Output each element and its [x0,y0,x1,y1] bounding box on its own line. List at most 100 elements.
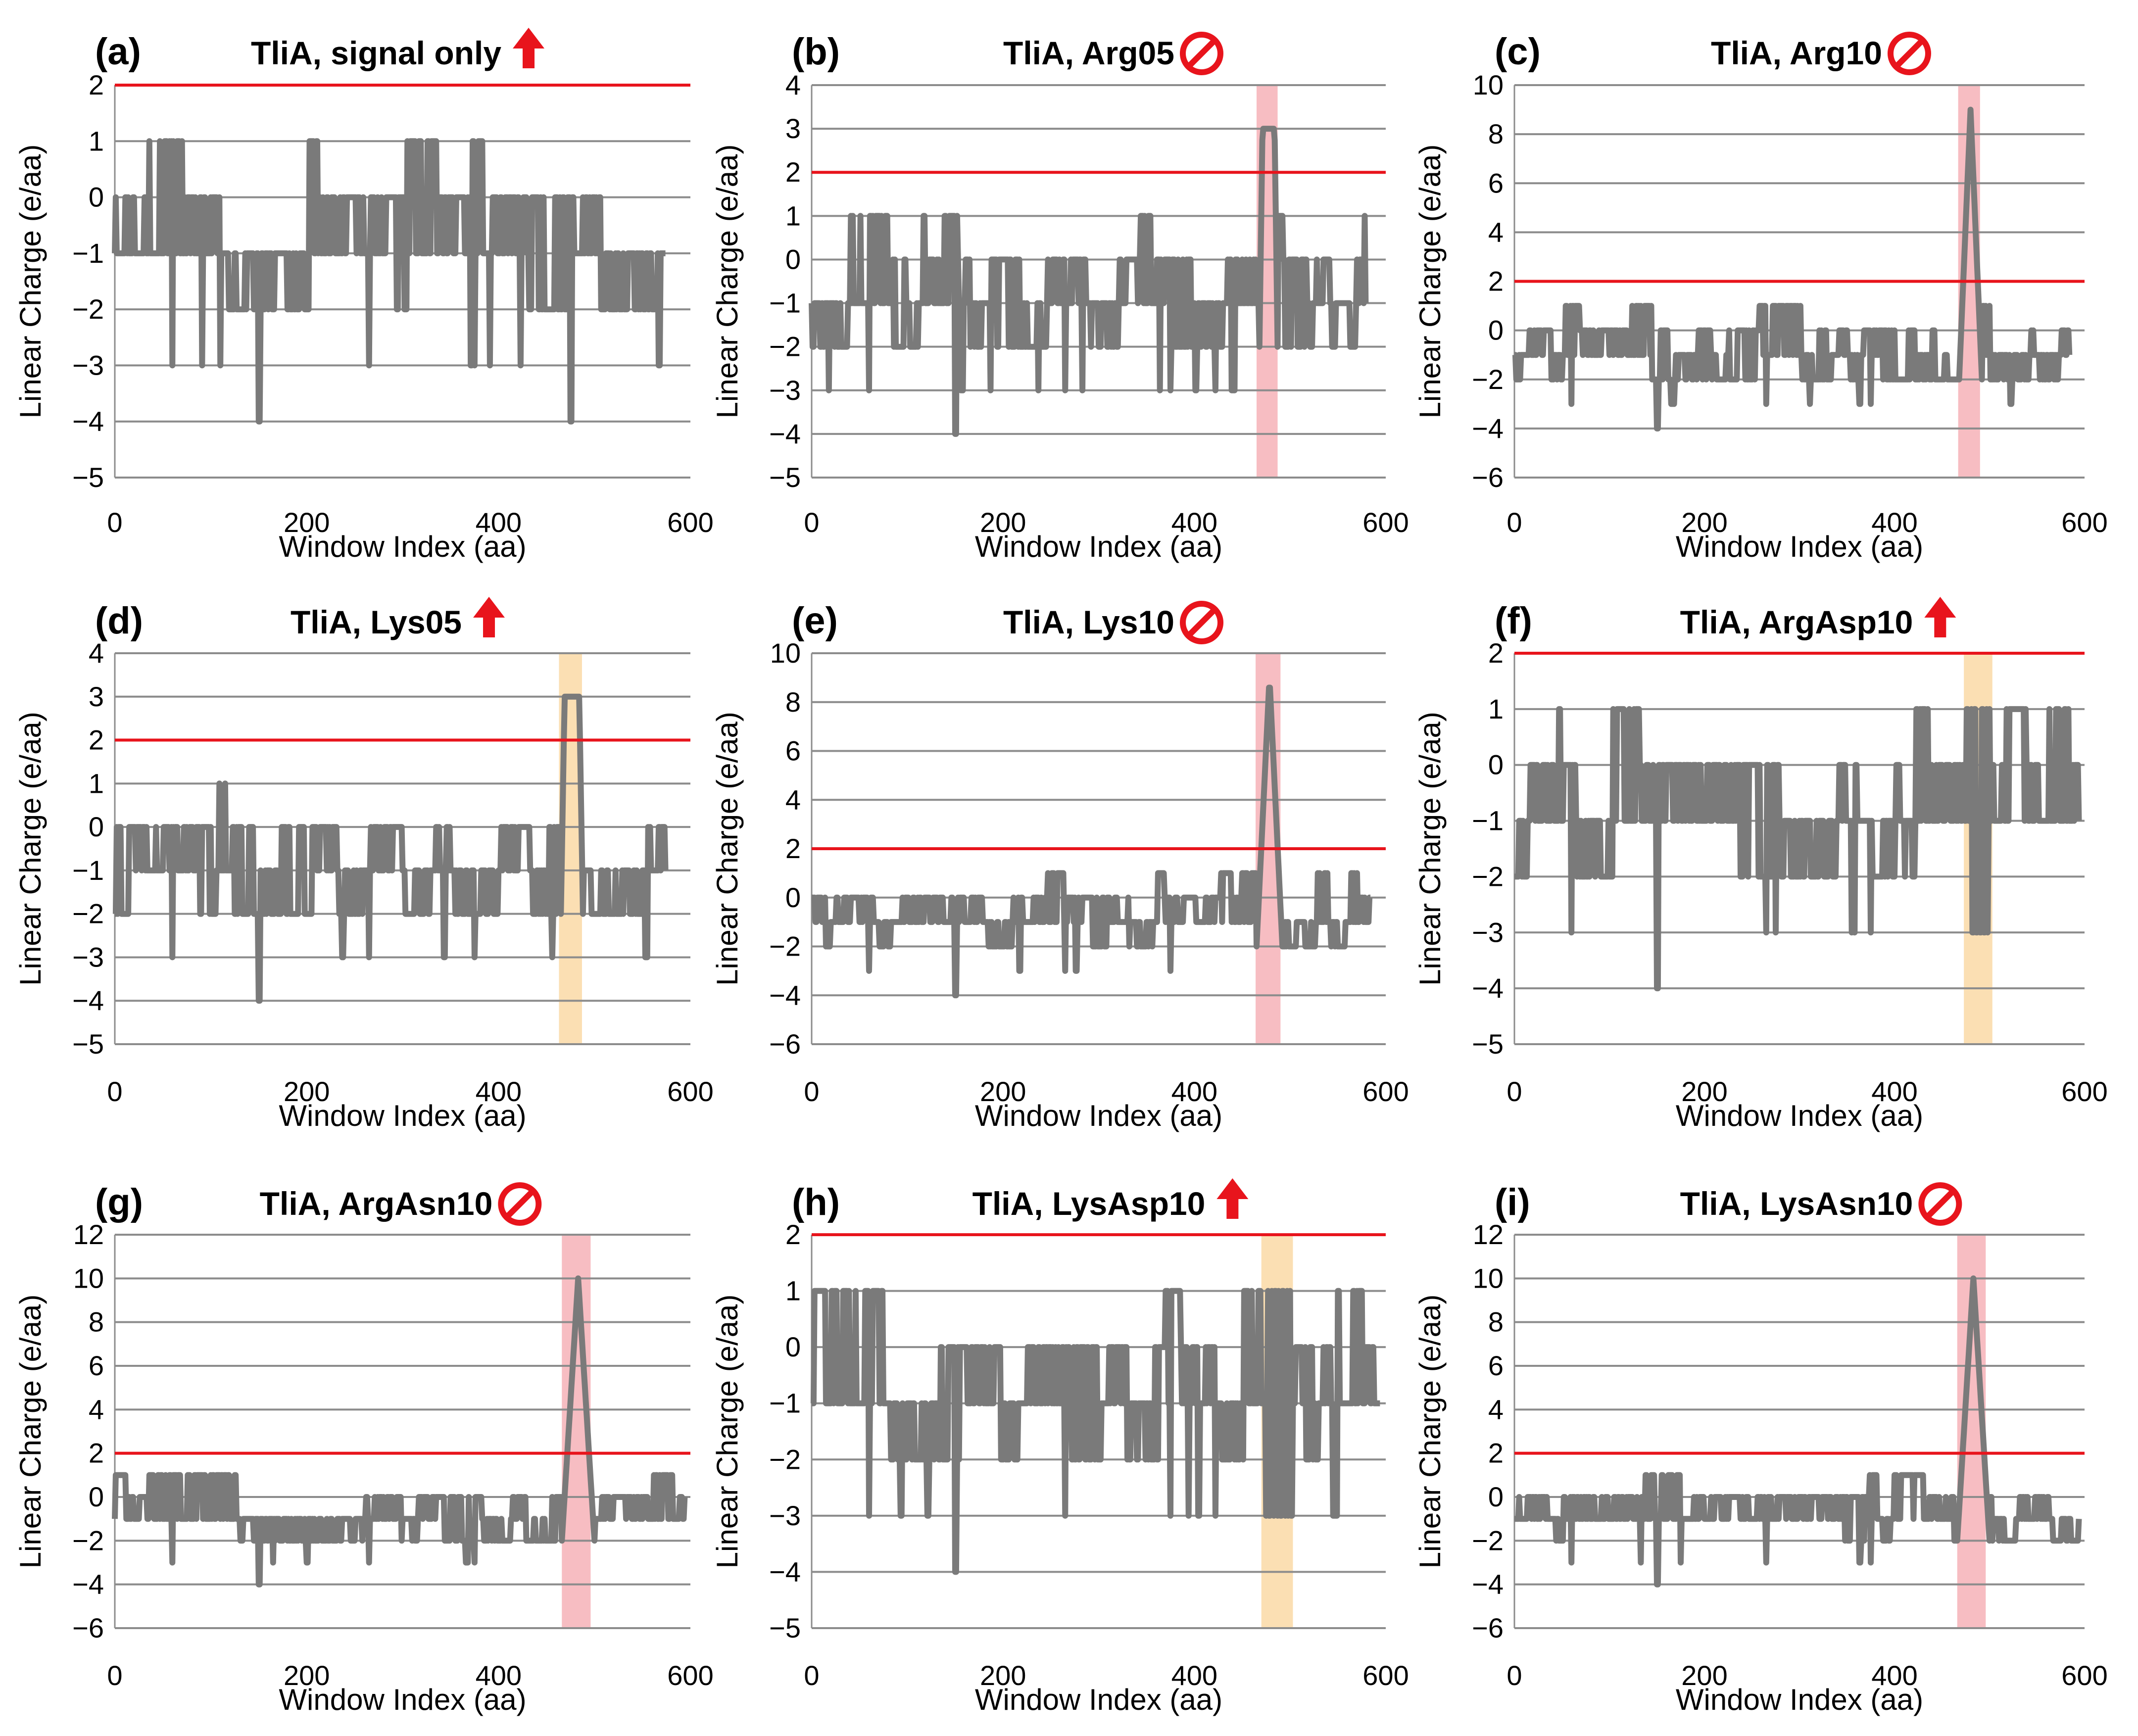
x-tick-label: 600 [1362,507,1409,538]
panel-label: (a) [95,31,141,73]
x-axis-label: Window Index (aa) [975,530,1222,563]
y-axis-label: Linear Charge (e/aa) [14,145,47,419]
y-tick-label: 4 [89,1394,104,1425]
y-tick-label: 0 [785,1331,801,1362]
no-entry-ring [1180,601,1224,644]
y-tick-label: −2 [769,1444,801,1475]
y-tick-label: 2 [89,724,104,756]
y-tick-label: −1 [72,855,104,886]
x-tick-label: 400 [476,1660,522,1691]
y-tick-label: −4 [72,985,104,1016]
y-axis-label: Linear Charge (e/aa) [14,712,47,986]
x-axis-label: Window Index (aa) [279,1099,526,1132]
y-tick-label: 10 [73,1262,104,1294]
up-arrow-icon [513,28,545,68]
x-tick-label: 400 [476,507,522,538]
y-tick-label: 0 [89,1481,104,1512]
y-tick-label: −5 [769,1612,801,1643]
x-tick-label: 200 [980,1660,1026,1691]
y-tick-label: −5 [72,462,104,493]
y-tick-label: −2 [72,1525,104,1556]
y-tick-label: 10 [1473,1262,1504,1294]
y-tick-label: 8 [1488,118,1504,149]
y-tick-label: 8 [1488,1306,1504,1338]
x-tick-label: 600 [667,1076,713,1107]
y-tick-label: 0 [785,243,801,275]
y-tick-label: −1 [769,288,801,319]
y-tick-label: 10 [1473,69,1504,100]
chart-panel-a: −5 −4 −3 −2 −1 0 1 2 0 200 400 600 Window Index (aa)… [14,28,714,563]
series-line [809,1288,1382,1575]
x-tick-label: 400 [1871,507,1917,538]
y-tick-label: 3 [785,113,801,144]
y-tick-label: −2 [1472,861,1504,892]
y-tick-label: −4 [769,979,801,1011]
chart-panel-h: −5 −4 −3 −2 −1 0 1 2 0 200 400 600 Window Index (aa)… [711,1178,1409,1716]
x-axis-label: Window Index (aa) [279,530,526,563]
chart-panel-d: −5 −4 −3 −2 −1 0 1 2 3 4 0 200 400 600 Window Index (a… [14,597,714,1132]
x-axis-label: Window Index (aa) [975,1099,1222,1132]
x-tick-label: 0 [1506,1076,1522,1107]
y-tick-label: 2 [89,1438,104,1469]
y-tick-label: 6 [89,1350,104,1381]
series-line [1512,1275,2082,1588]
y-tick-label: −2 [1472,1525,1504,1556]
x-tick-label: 400 [1171,507,1217,538]
series-line [112,138,668,425]
x-tick-label: 0 [107,507,122,538]
y-tick-label: 0 [1488,749,1504,780]
no-entry-slash [1925,1189,1955,1219]
x-tick-label: 200 [980,1076,1026,1107]
series-line [809,126,1369,437]
x-tick-label: 200 [284,507,330,538]
x-tick-label: 600 [1362,1076,1409,1107]
x-tick-label: 0 [804,507,819,538]
y-tick-label: 12 [1473,1219,1504,1250]
y-tick-label: 6 [1488,167,1504,198]
y-tick-label: 0 [89,811,104,842]
y-tick-label: −4 [1472,413,1504,444]
y-tick-label: −4 [72,1569,104,1600]
y-tick-label: 0 [1488,1481,1504,1512]
no-entry-ring [1918,1182,1962,1226]
y-axis-label: Linear Charge (e/aa) [711,712,744,986]
y-tick-label: 1 [1488,693,1504,724]
y-tick-label: 2 [785,833,801,864]
panel-title: TliA, Arg10 [1711,35,1882,71]
y-tick-label: 3 [89,681,104,712]
no-entry-icon [1180,601,1224,644]
series-line [112,693,669,1004]
x-axis-label: Window Index (aa) [975,1683,1222,1716]
y-tick-label: −4 [1472,972,1504,1004]
x-tick-label: 600 [2061,507,2107,538]
y-tick-label: −4 [72,406,104,437]
y-tick-label: 6 [785,735,801,767]
panel-title: TliA, Lys05 [291,604,462,640]
y-tick-label: −5 [72,1028,104,1060]
y-tick-label: −6 [1472,1612,1504,1643]
y-tick-label: 1 [89,125,104,156]
y-tick-label: −1 [769,1388,801,1419]
no-entry-icon [1918,1182,1962,1226]
panel-label: (d) [95,600,143,642]
series-line [1512,106,2073,432]
y-tick-label: −4 [769,418,801,449]
x-tick-label: 600 [667,507,713,538]
x-tick-label: 0 [107,1660,122,1691]
x-tick-label: 600 [2061,1660,2107,1691]
series-line [112,1275,688,1588]
x-axis-label: Window Index (aa) [279,1683,526,1716]
y-tick-label: 2 [89,69,104,100]
no-entry-slash [1186,607,1217,638]
y-tick-label: 8 [785,686,801,718]
y-tick-label: 0 [1488,315,1504,346]
panel-label: (b) [792,31,840,73]
x-tick-label: 600 [1362,1660,1409,1691]
x-axis-label: Window Index (aa) [1676,1099,1923,1132]
y-axis-label: Linear Charge (e/aa) [711,1295,744,1569]
chart-panel-i: −6 −4 −2 0 2 4 6 8 10 12 0 200 400 600 Window Index (a… [1413,1181,2108,1716]
panel-title: TliA, Arg05 [1003,35,1174,71]
y-axis-label: Linear Charge (e/aa) [1413,1295,1447,1569]
x-tick-label: 200 [284,1660,330,1691]
x-tick-label: 600 [667,1660,713,1691]
